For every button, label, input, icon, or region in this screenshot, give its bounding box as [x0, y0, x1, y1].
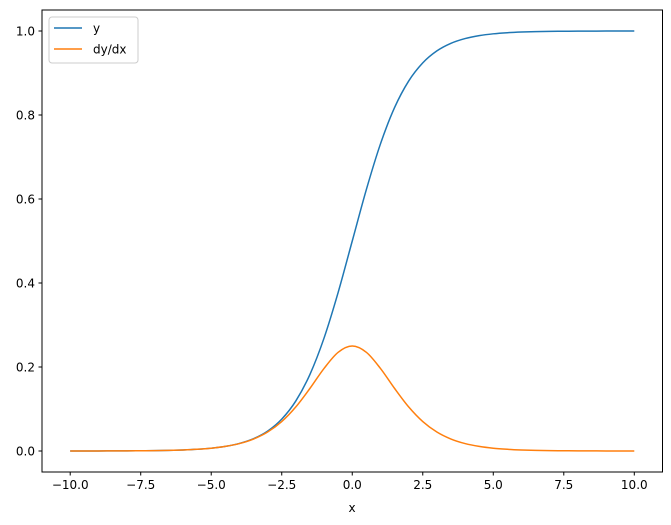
legend-label-y: y: [93, 22, 100, 36]
series-line-y: [70, 30, 635, 452]
y-tick-label: 0.6: [16, 193, 35, 207]
y-tick-label: 0.8: [16, 109, 35, 123]
x-tick-label: −5.0: [197, 478, 226, 492]
y-tick-label: 1.0: [16, 25, 35, 39]
y-tick-label: 0.0: [16, 445, 35, 459]
x-tick-label: 0.0: [343, 478, 362, 492]
legend-label-dydx: dy/dx: [93, 43, 126, 57]
x-tick-label: −10.0: [52, 478, 89, 492]
y-ticks: 0.0 0.2 0.4 0.6 0.8 1.0: [16, 25, 42, 459]
x-tick-label: 7.5: [554, 478, 573, 492]
x-tick-label: −7.5: [126, 478, 155, 492]
x-tick-label: 10.0: [621, 478, 648, 492]
x-tick-label: 5.0: [484, 478, 503, 492]
legend: y dy/dx: [48, 16, 139, 64]
x-ticks: −10.0 −7.5 −5.0 −2.5 0.0 2.5 5.0 7.5 10.0: [52, 472, 648, 492]
y-tick-label: 0.2: [16, 361, 35, 375]
x-tick-label: −2.5: [267, 478, 296, 492]
y-tick-label: 0.4: [16, 277, 35, 291]
x-tick-label: 2.5: [413, 478, 432, 492]
series-line-dydx: [70, 345, 635, 452]
series-layer: [70, 30, 635, 452]
x-axis-label: x: [348, 501, 355, 515]
